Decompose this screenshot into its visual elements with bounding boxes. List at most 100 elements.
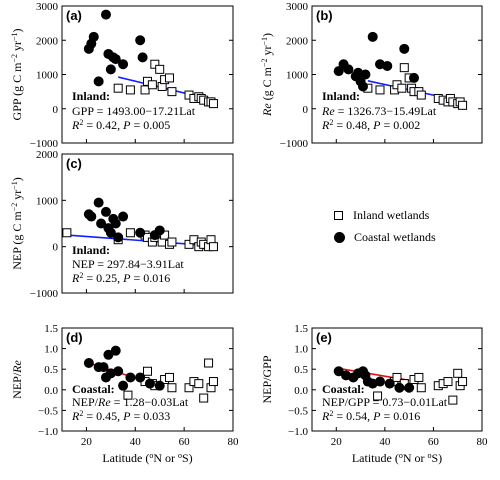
inland-point	[147, 80, 157, 90]
y-tick-label: 0	[303, 104, 309, 116]
y-tick-label: 0.5	[294, 364, 308, 376]
x-axis-label: Latitude (oN or oS)	[102, 451, 192, 466]
coastal-point	[105, 227, 116, 238]
y-tick-label: 2000	[36, 149, 59, 161]
stats-r2-p: R2 = 0.48, P = 0.002	[321, 118, 420, 133]
inland-point	[453, 368, 463, 378]
plot-frame	[61, 153, 234, 294]
y-axis-label: NEP (g C m−2 yr−1)	[10, 177, 25, 270]
y-tick-label: 1.5	[44, 323, 58, 335]
plot-frame	[61, 327, 234, 432]
inland-point	[375, 85, 385, 95]
inland-point	[140, 85, 150, 95]
coastal-point	[100, 206, 111, 217]
y-tick-label: 0	[53, 242, 59, 254]
inland-point	[62, 228, 72, 238]
inland-point	[123, 390, 133, 400]
coastal-point	[118, 59, 129, 70]
coastal-point	[333, 366, 344, 377]
coastal-point	[110, 218, 121, 229]
y-tick-label: −1.0	[38, 426, 58, 438]
stats-equation: Re = 1326.73−15.49Lat	[321, 104, 437, 118]
coastal-point	[384, 378, 395, 389]
coastal-point	[86, 211, 97, 222]
y-axis-label: NEP/GPP	[260, 355, 274, 403]
inland-point	[150, 59, 160, 69]
coastal-point	[154, 380, 165, 391]
inland-point	[458, 100, 468, 110]
coastal-point	[144, 378, 155, 389]
stats-heading: Inland:	[72, 243, 110, 257]
y-axis-label: Re (g C m−2 yr−1)	[260, 33, 275, 117]
y-tick-label: −1.0	[288, 426, 308, 438]
y-tick-label: 1000	[36, 195, 59, 207]
inland-point	[143, 366, 152, 376]
coastal-point	[394, 382, 405, 393]
plot-frame	[311, 327, 483, 432]
inland-point	[373, 391, 383, 401]
stats-equation: NEP/GPP = 0.73−0.01Lat	[322, 395, 448, 409]
y-tick-label: 0.5	[44, 364, 58, 376]
stats-heading: Coastal:	[72, 382, 115, 396]
inland-point	[208, 242, 218, 252]
x-tick-label: 40	[379, 436, 391, 448]
y-axis-label: GPP (g C m−2 yr−1)	[10, 29, 25, 121]
inland-point	[164, 73, 174, 83]
stats-r2-p: R2 = 0.45, P = 0.033	[71, 409, 170, 424]
inland-point	[208, 99, 218, 109]
open-square-icon	[334, 210, 343, 220]
inland-point	[194, 379, 204, 389]
coastal-point	[135, 372, 146, 383]
coastal-point	[118, 211, 129, 222]
inland-point	[167, 87, 177, 97]
coastal-point	[343, 64, 354, 75]
stats-heading: Inland:	[72, 89, 110, 103]
coastal-point	[358, 81, 368, 92]
stats-r2-p: R2 = 0.54, P = 0.016	[321, 409, 420, 424]
coastal-point	[409, 72, 419, 83]
y-tick-label: 0.0	[294, 385, 308, 397]
legend-item-inland: Inland wetlands	[334, 204, 494, 226]
panel-letter: (e)	[316, 330, 332, 345]
y-axis-label: NEP/Re	[10, 359, 24, 398]
x-tick-label: 80	[477, 436, 489, 448]
legend-label-coastal: Coastal wetlands	[354, 229, 436, 244]
coastal-point	[118, 380, 129, 391]
inland-point	[199, 393, 209, 403]
coastal-point	[135, 227, 146, 238]
chart-panel-c: −1000 0 1000 2000 NEP (g C m−2 yr−1) (c) Inlan…	[10, 149, 234, 300]
coastal-point	[137, 52, 148, 63]
y-tick-label: 3000	[286, 1, 309, 13]
coastal-point	[83, 358, 94, 369]
coastal-point	[154, 225, 165, 236]
filled-circle-icon	[334, 231, 345, 243]
coastal-point	[382, 60, 393, 71]
coastal-point	[93, 76, 104, 87]
inland-point	[458, 377, 468, 387]
y-tick-label: 1.0	[294, 344, 308, 356]
inland-point	[208, 377, 218, 387]
stats-equation: NEP/Re = 1.28−0.03Lat	[72, 395, 189, 409]
inland-point	[125, 228, 135, 238]
coastal-point	[375, 376, 385, 387]
y-tick-label: −0.5	[288, 405, 308, 417]
inland-point	[167, 237, 177, 247]
y-tick-label: −1000	[280, 138, 309, 150]
chart-panel-e: −1.0 −0.5 0.0 0.5 1.0 1.5 20 40 60 80 Latitude (oN…	[260, 323, 488, 465]
coastal-point	[110, 54, 121, 65]
coastal-point	[113, 232, 124, 243]
coastal-point	[110, 345, 121, 356]
coastal-point	[93, 197, 104, 208]
coastal-point	[404, 382, 415, 393]
inland-point	[443, 377, 453, 387]
inland-point	[184, 383, 194, 393]
coastal-point	[105, 64, 116, 75]
coastal-point	[367, 31, 378, 42]
y-tick-label: 1000	[36, 70, 59, 82]
x-tick-label: 60	[179, 436, 191, 448]
inland-point	[392, 372, 402, 382]
x-tick-label: 40	[130, 436, 142, 448]
y-tick-label: 3000	[36, 1, 59, 13]
y-tick-label: 1.0	[44, 344, 58, 356]
